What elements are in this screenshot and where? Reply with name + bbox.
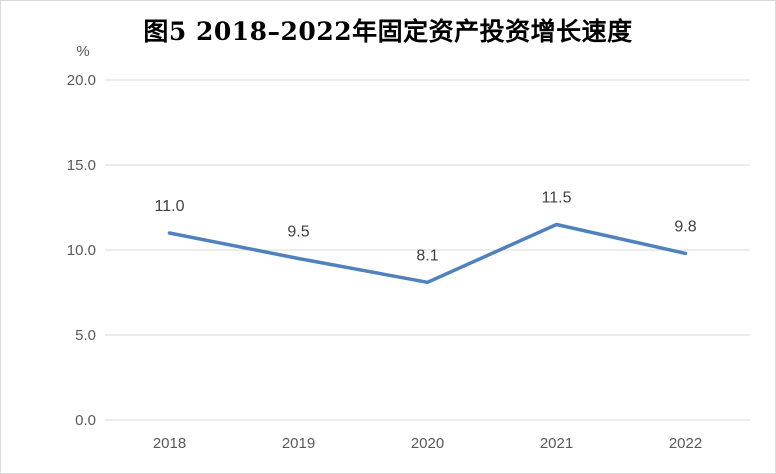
y-tick-label: 5.0	[75, 327, 96, 344]
y-tick-label: 20.0	[67, 72, 96, 89]
x-tick-label: 2018	[153, 435, 186, 452]
data-label: 8.1	[416, 247, 438, 264]
x-tick-label: 2020	[411, 435, 444, 452]
data-label: 11.5	[542, 190, 572, 207]
data-label: 9.5	[287, 224, 309, 241]
y-tick-label: 10.0	[67, 242, 96, 259]
gridlines	[105, 79, 750, 421]
chart-title: 图5 2018–2022年固定资产投资增长速度	[143, 17, 633, 46]
y-axis-ticks: 0.0 5.0 10.0 15.0 20.0	[67, 72, 96, 429]
y-tick-label: 0.0	[75, 412, 96, 429]
x-tick-label: 2022	[669, 435, 702, 452]
x-axis-ticks: 2018 2019 2020 2021 2022	[153, 435, 702, 452]
data-label: 11.0	[155, 198, 185, 215]
series-layer	[167, 222, 688, 285]
x-tick-label: 2021	[540, 435, 573, 452]
data-labels: 11.0 9.5 8.1 11.5 9.8	[155, 190, 697, 265]
y-axis-unit: %	[76, 43, 89, 60]
x-tick-label: 2019	[282, 435, 315, 452]
y-tick-label: 15.0	[67, 157, 96, 174]
data-label: 9.8	[674, 218, 696, 235]
